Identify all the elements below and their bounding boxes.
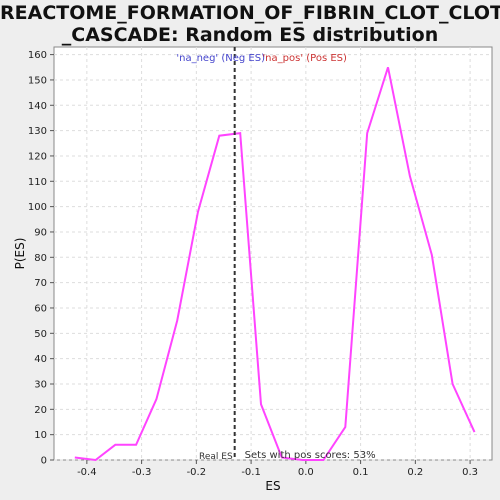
y-tick-label: 90: [34, 227, 47, 238]
y-tick-label: 140: [28, 101, 47, 112]
es-distribution-line: [74, 66, 476, 462]
y-tick-label: 30: [34, 379, 47, 390]
y-tick-label: 60: [34, 303, 47, 314]
pos-scores-label: Sets with pos scores: 53%: [245, 450, 376, 461]
x-axis-label: ES: [265, 479, 280, 493]
y-tick-label: 20: [34, 405, 47, 416]
y-tick-label: 70: [34, 278, 47, 289]
y-tick-label: 150: [28, 75, 47, 86]
x-tick-label: -0.3: [132, 467, 152, 478]
y-tick-label: 80: [34, 253, 47, 264]
legend-na-neg: 'na_neg' (Neg ES): [176, 53, 265, 64]
y-tick-label: 50: [34, 329, 47, 340]
y-tick-label: 110: [28, 177, 47, 188]
y-tick-label: 0: [41, 456, 47, 467]
legend-na-pos: 'na_pos' (Pos ES): [262, 53, 347, 64]
chart-title-line-1: REACTOME_FORMATION_OF_FIBRIN_CLOT_CLOTTI…: [0, 2, 500, 24]
x-tick-label: 0.1: [353, 467, 369, 478]
y-tick-label: 10: [34, 430, 47, 441]
plot-area: [53, 46, 493, 461]
x-tick-label: -0.4: [77, 467, 97, 478]
x-tick-label: 0.2: [407, 467, 423, 478]
x-tick-label: -0.2: [187, 467, 207, 478]
y-axis-ticks: 0 10 20 30 40 50 60 70 80 90 100 110 120 130 140 150 160: [28, 50, 54, 467]
y-tick-label: 120: [28, 151, 47, 162]
x-tick-label: -0.1: [241, 467, 261, 478]
y-tick-label: 100: [28, 202, 47, 213]
x-tick-label: 0.0: [298, 467, 314, 478]
grid-lines: [54, 47, 492, 461]
y-tick-label: 160: [28, 50, 47, 61]
x-tick-label: 0.3: [462, 467, 478, 478]
y-tick-label: 130: [28, 126, 47, 137]
x-axis-ticks: -0.4 -0.3 -0.2 -0.1 0.0 0.1 0.2 0.3: [77, 460, 478, 478]
real-es-label: Real ES: [199, 452, 233, 462]
y-tick-label: 40: [34, 354, 47, 365]
chart-title-line-2: _CASCADE: Random ES distribution: [61, 24, 439, 46]
y-axis-label: P(ES): [13, 238, 27, 270]
